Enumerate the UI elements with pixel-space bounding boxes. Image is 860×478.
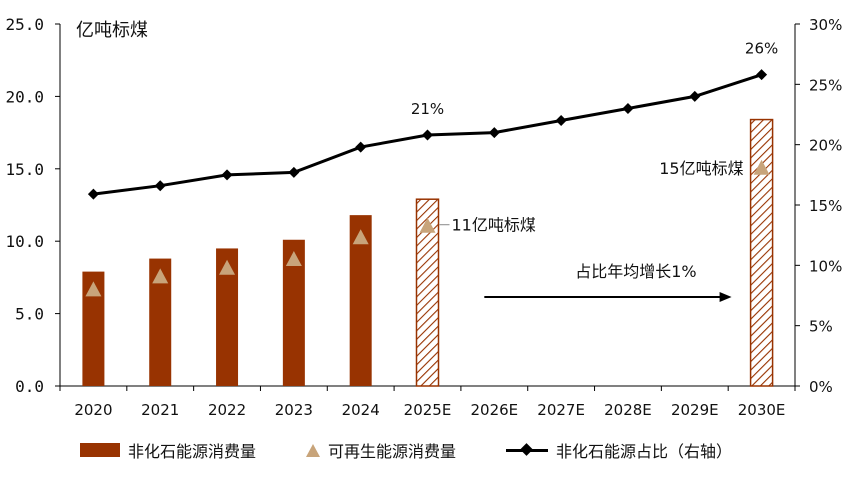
renewable-point xyxy=(753,159,770,175)
right-tick-label: 15% xyxy=(809,197,842,215)
triangles-layer xyxy=(85,159,770,297)
renewable-data-label: 11亿吨标煤 xyxy=(452,216,536,235)
right-tick-label: 0% xyxy=(809,378,833,396)
line-point xyxy=(689,90,701,102)
x-tick-label: 2025E xyxy=(404,401,452,419)
renewable-point xyxy=(152,268,169,284)
line-point xyxy=(555,115,567,127)
x-tick-label: 2027E xyxy=(537,401,585,419)
legend: 非化石能源消费量 可再生能源消费量 非化石能源占比（右轴） xyxy=(80,436,840,464)
right-tick-label: 20% xyxy=(809,137,842,155)
bar xyxy=(749,118,774,387)
x-tick-label: 2029E xyxy=(671,401,719,419)
x-tick-label: 2030E xyxy=(738,401,786,419)
x-tick-label: 2028E xyxy=(604,401,652,419)
renewable-point xyxy=(352,229,369,245)
x-tick-label: 2023 xyxy=(275,401,313,419)
renewable-point xyxy=(85,281,102,297)
line-point xyxy=(87,188,99,200)
left-axis-unit-label: 亿吨标煤 xyxy=(76,20,148,41)
bars-layer xyxy=(82,118,774,387)
renewable-data-label: 15亿吨标煤 xyxy=(659,159,743,178)
line-point xyxy=(488,127,500,139)
right-tick-label: 25% xyxy=(809,76,842,94)
legend-triangle-swatch xyxy=(306,443,321,457)
left-tick-label: 20.0 xyxy=(5,87,44,106)
legend-item-line: 非化石能源占比（右轴） xyxy=(506,438,732,462)
legend-item-triangles: 可再生能源消费量 xyxy=(306,438,456,462)
renewable-point xyxy=(219,259,236,275)
line-point xyxy=(622,102,634,114)
x-tick-label: 2021 xyxy=(141,401,179,419)
share-data-label: 21% xyxy=(411,100,444,118)
axes: 0.0 5.0 10.0 15.0 20.0 25.0 0% 5% 10% 15% 20% 25% 30… xyxy=(5,15,842,419)
bar xyxy=(82,271,105,386)
renewable-point xyxy=(419,217,436,233)
legend-label-bars: 非化石能源消费量 xyxy=(128,442,257,461)
x-tick-label: 2020 xyxy=(74,401,112,419)
right-tick-label: 30% xyxy=(809,16,842,34)
line-point xyxy=(221,169,233,181)
growth-annotation-label: 占比年均增长1% xyxy=(575,262,696,281)
left-tick-label: 15.0 xyxy=(5,160,44,179)
line-layer xyxy=(87,69,768,200)
share-data-label: 26% xyxy=(745,40,778,58)
legend-label-triangles: 可再生能源消费量 xyxy=(328,442,457,461)
left-tick-label: 5.0 xyxy=(15,305,44,324)
line-point xyxy=(154,180,166,192)
left-tick-label: 25.0 xyxy=(5,15,44,34)
legend-bar-swatch xyxy=(80,443,120,457)
bar xyxy=(415,198,440,387)
bar xyxy=(349,215,372,386)
line-point xyxy=(422,129,433,141)
bar xyxy=(282,239,305,386)
legend-item-bars: 非化石能源消费量 xyxy=(80,438,256,462)
left-tick-label: 10.0 xyxy=(5,232,44,251)
right-tick-label: 5% xyxy=(809,318,833,336)
line-point xyxy=(756,69,768,81)
x-tick-label: 2026E xyxy=(470,401,518,419)
growth-arrow-head xyxy=(719,292,732,302)
line-point xyxy=(288,166,300,178)
bar xyxy=(216,248,239,386)
legend-line-swatch xyxy=(506,443,549,457)
left-tick-label: 0.0 xyxy=(15,377,44,396)
x-tick-label: 2024 xyxy=(342,401,380,419)
bar xyxy=(149,258,172,386)
right-tick-label: 10% xyxy=(809,257,842,275)
renewable-point xyxy=(285,251,302,267)
legend-label-line: 非化石能源占比（右轴） xyxy=(556,442,733,461)
x-tick-label: 2022 xyxy=(208,401,246,419)
line-point xyxy=(355,141,367,153)
